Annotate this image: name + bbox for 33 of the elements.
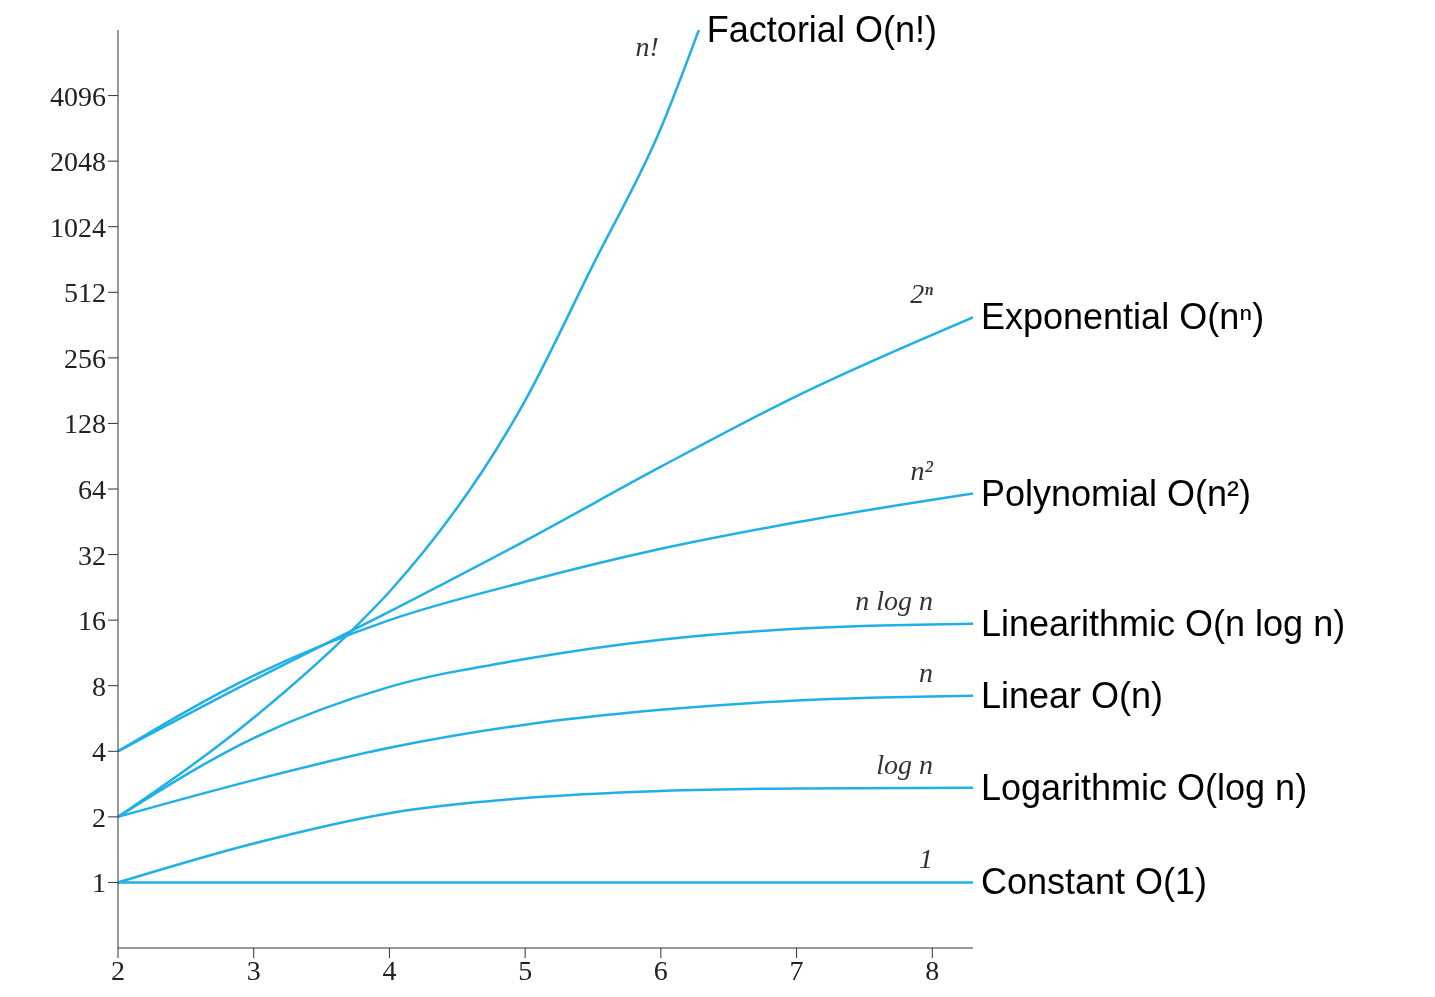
y-tick-label: 16: [78, 605, 106, 637]
annotation: n: [919, 656, 933, 688]
annotation: n!: [635, 31, 659, 62]
annotation: log n: [876, 748, 933, 780]
series-label: Linear O(n): [981, 674, 1164, 716]
annotation: 1: [919, 843, 933, 875]
x-tick-label: 4: [382, 954, 397, 986]
annotation: 2ⁿ: [910, 278, 934, 310]
y-tick-label: 1024: [50, 211, 106, 243]
series-label: Factorial O(n!): [706, 9, 937, 50]
x-tick-label: 3: [246, 954, 261, 986]
x-tick-label: 7: [789, 954, 804, 986]
series-label: Linearithmic O(n log n): [981, 602, 1346, 644]
y-tick-label: 8: [92, 670, 106, 702]
annotation: n²: [910, 454, 934, 486]
y-tick-label: 2: [92, 801, 106, 833]
y-tick-label: 4: [92, 736, 106, 768]
annotation: n log n: [855, 584, 933, 616]
y-tick-label: 32: [78, 539, 106, 571]
x-tick-label: 5: [518, 954, 533, 986]
y-tick-label: 2048: [50, 146, 106, 178]
y-tick-label: 512: [64, 277, 106, 309]
series-label: Polynomial O(n²): [981, 472, 1252, 514]
series-label: Constant O(1): [981, 861, 1208, 903]
y-tick-label: 4096: [50, 80, 106, 112]
x-tick-label: 6: [653, 954, 668, 986]
y-tick-label: 256: [64, 342, 106, 374]
x-tick-label: 8: [925, 954, 940, 986]
series-label: Logarithmic O(log n): [981, 766, 1308, 808]
y-tick-label: 128: [64, 408, 106, 440]
y-tick-label: 64: [78, 473, 106, 505]
y-tick-label: 1: [92, 867, 106, 899]
series-label: Exponential O(nⁿ): [981, 296, 1265, 338]
